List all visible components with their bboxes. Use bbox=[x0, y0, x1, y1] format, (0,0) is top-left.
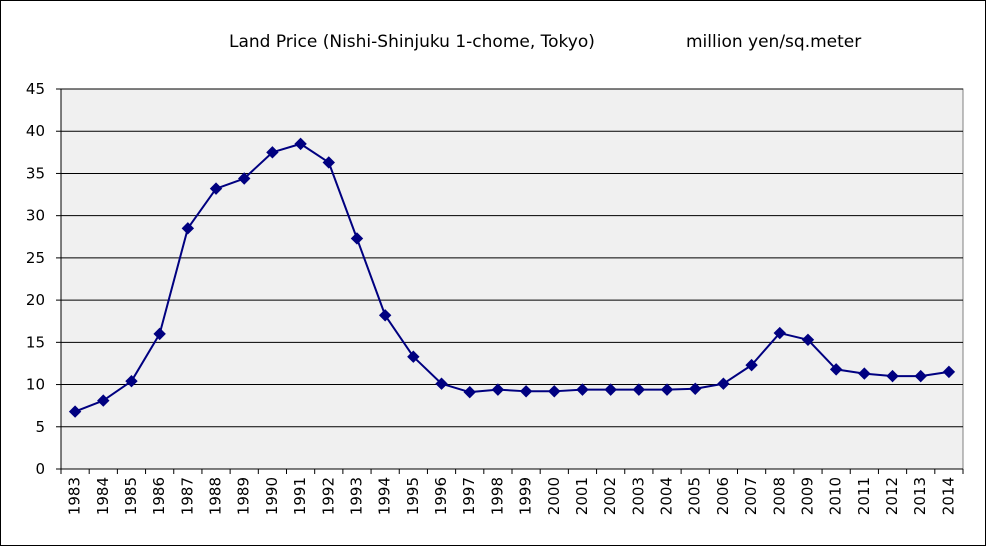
data-point-2012 bbox=[886, 369, 899, 383]
data-point-1993 bbox=[350, 232, 364, 245]
y-tick-label: 25 bbox=[26, 249, 45, 267]
data-point-1984 bbox=[97, 394, 110, 407]
x-tick-label: 1987 bbox=[178, 477, 196, 515]
data-point-1999 bbox=[519, 385, 533, 398]
y-tick-label: 30 bbox=[26, 207, 45, 225]
data-point-2004 bbox=[660, 383, 674, 396]
x-tick-label: 2008 bbox=[770, 477, 788, 515]
data-point-1989 bbox=[238, 172, 251, 185]
x-tick-label: 2003 bbox=[629, 477, 647, 515]
data-point-2010 bbox=[829, 363, 843, 376]
data-point-2007 bbox=[745, 358, 758, 372]
data-point-2000 bbox=[548, 385, 561, 398]
x-tick-label: 2001 bbox=[573, 477, 591, 515]
y-axis: 0 5 10 15 20 25 30 35 40 45 bbox=[26, 80, 62, 478]
x-tick-label: 2013 bbox=[911, 477, 929, 515]
x-tick-label: 2010 bbox=[827, 477, 845, 515]
data-point-2009 bbox=[801, 333, 815, 347]
x-tick-label: 1988 bbox=[207, 477, 225, 515]
grid-lines bbox=[61, 88, 963, 428]
y-tick-label: 45 bbox=[26, 80, 45, 98]
x-axis: 1983 1984 1985 1986 1987 1988 1989 1990 1991 1992… bbox=[60, 468, 964, 515]
x-tick-label: 1999 bbox=[517, 477, 535, 515]
x-tick-label: 1991 bbox=[291, 477, 309, 515]
chart-title: Land Price (Nishi-Shinjuku 1-chome, Toky… bbox=[229, 32, 595, 52]
data-point-2003 bbox=[632, 383, 646, 396]
unit-label: million yen/sq.meter bbox=[686, 32, 861, 52]
x-tick-label: 1986 bbox=[150, 477, 168, 515]
y-tick-label: 10 bbox=[26, 376, 45, 394]
series-land-price bbox=[68, 137, 956, 418]
data-point-1994 bbox=[378, 309, 392, 322]
x-tick-label: 1997 bbox=[460, 477, 478, 515]
x-tick-label: 1983 bbox=[66, 477, 84, 515]
data-point-1998 bbox=[491, 383, 505, 396]
data-point-2011 bbox=[858, 367, 871, 380]
y-tick-label: 35 bbox=[26, 164, 45, 182]
x-tick-label: 2005 bbox=[686, 477, 704, 515]
y-tick-label: 0 bbox=[35, 460, 45, 478]
data-point-1992 bbox=[322, 156, 335, 169]
data-point-1986 bbox=[153, 327, 166, 341]
x-tick-label: 1993 bbox=[347, 477, 365, 515]
y-tick-label: 20 bbox=[26, 291, 45, 309]
data-point-1987 bbox=[181, 222, 195, 235]
x-tick-label: 2014 bbox=[939, 477, 957, 515]
x-tick-label: 2012 bbox=[883, 477, 901, 515]
data-point-2005 bbox=[689, 382, 702, 395]
x-tick-label: 2000 bbox=[545, 477, 563, 515]
x-tick-label: 1984 bbox=[94, 477, 112, 515]
data-point-2001 bbox=[576, 383, 589, 396]
data-point-1996 bbox=[435, 377, 448, 390]
x-tick-label: 1998 bbox=[488, 477, 506, 515]
x-tick-label: 2009 bbox=[798, 477, 816, 515]
x-tick-label: 2002 bbox=[601, 477, 619, 515]
y-tick-label: 40 bbox=[26, 122, 45, 140]
data-point-1988 bbox=[209, 182, 223, 195]
x-tick-label: 1989 bbox=[235, 477, 253, 515]
x-tick-label: 1994 bbox=[376, 477, 394, 515]
data-point-2002 bbox=[604, 383, 617, 396]
data-point-1985 bbox=[125, 374, 138, 388]
data-point-2008 bbox=[773, 326, 786, 340]
data-point-2006 bbox=[717, 377, 730, 390]
x-tick-label: 1995 bbox=[404, 477, 422, 515]
data-point-2013 bbox=[914, 369, 927, 383]
data-point-2014 bbox=[942, 365, 956, 379]
data-point-1995 bbox=[407, 350, 420, 363]
data-point-1991 bbox=[294, 137, 307, 151]
x-tick-label: 1996 bbox=[432, 477, 450, 515]
x-tick-label: 2006 bbox=[714, 477, 732, 515]
plot-area bbox=[60, 88, 964, 470]
y-tick-label: 15 bbox=[26, 333, 45, 351]
y-tick-label: 5 bbox=[35, 418, 45, 436]
data-point-1997 bbox=[463, 385, 476, 399]
x-tick-label: 2004 bbox=[658, 477, 676, 515]
x-tick-label: 1992 bbox=[319, 477, 337, 515]
x-tick-label: 2011 bbox=[855, 477, 873, 515]
data-point-1990 bbox=[266, 146, 279, 159]
data-point-1983 bbox=[68, 405, 82, 418]
x-tick-label: 2007 bbox=[742, 477, 760, 515]
x-tick-label: 1985 bbox=[122, 477, 140, 515]
x-tick-label: 1990 bbox=[263, 477, 281, 515]
